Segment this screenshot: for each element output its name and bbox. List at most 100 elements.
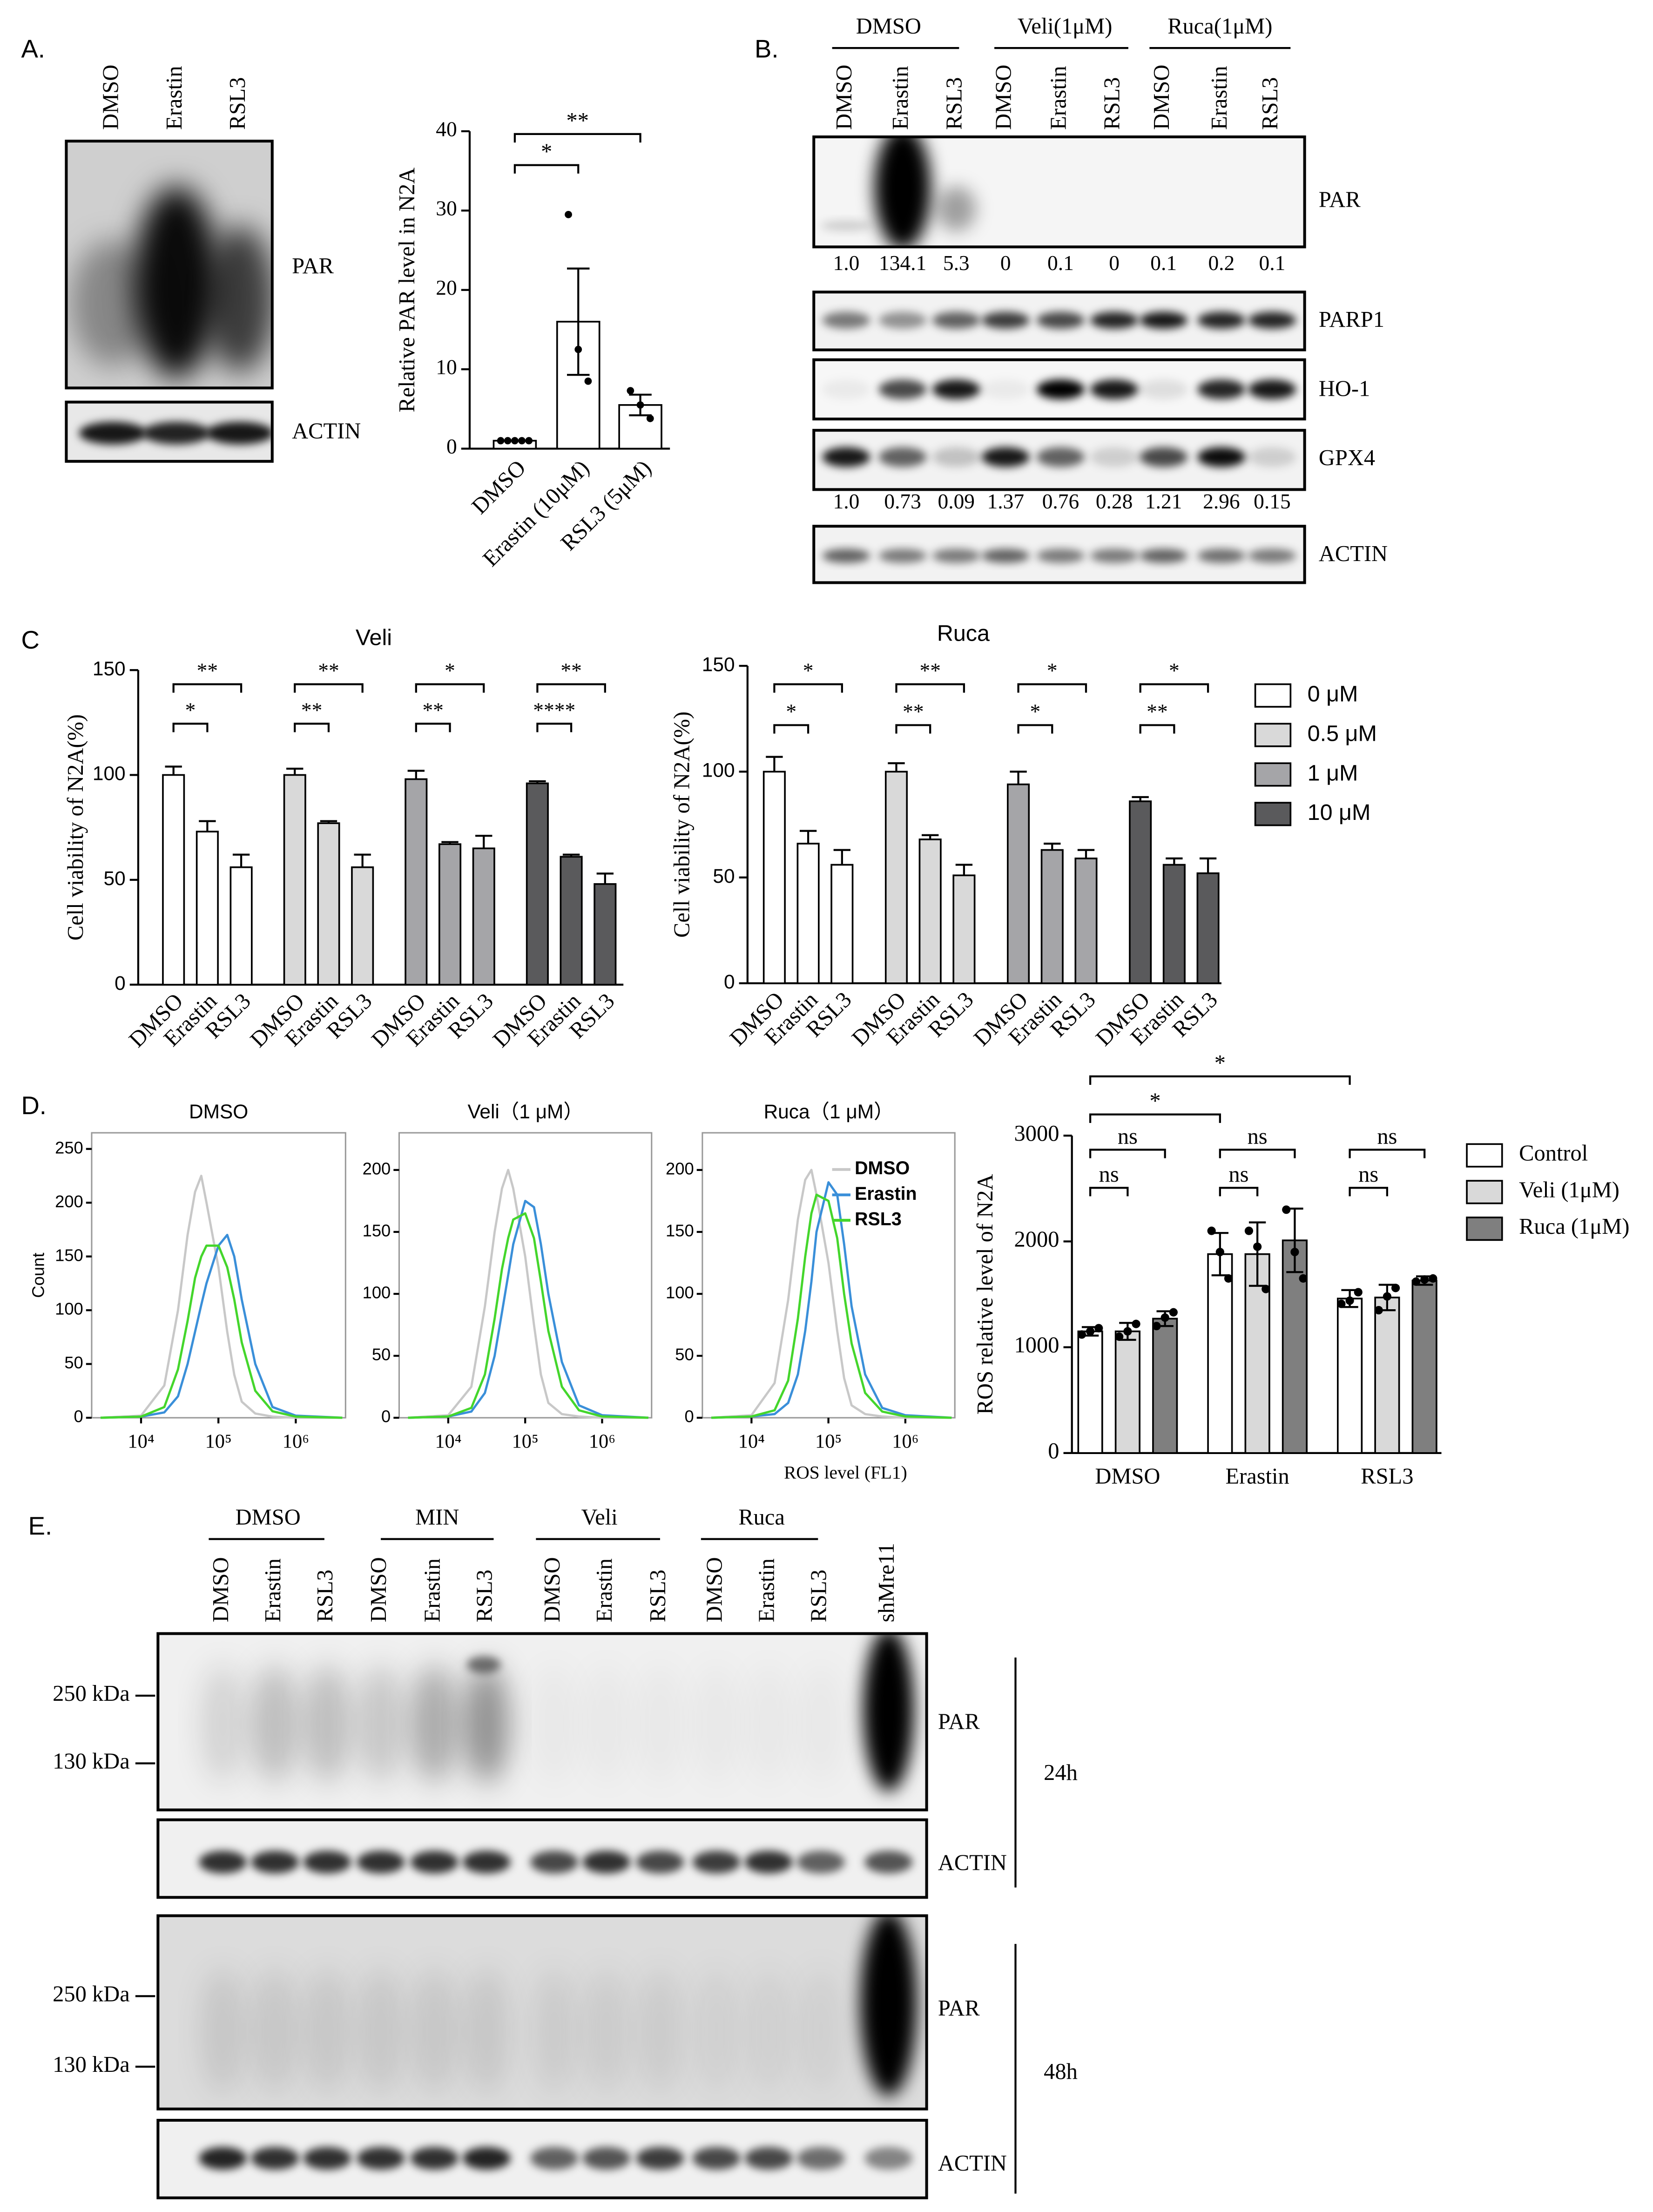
significance-label: *	[803, 659, 814, 683]
band	[1248, 379, 1296, 399]
data-point	[497, 437, 505, 445]
significance-label: ns	[1118, 1124, 1138, 1149]
legend-swatch	[1254, 683, 1292, 708]
band	[412, 1664, 457, 1783]
error-bar	[199, 820, 216, 832]
error-bar	[1132, 796, 1149, 802]
significance-label: *	[185, 699, 196, 722]
band	[932, 311, 980, 329]
y-tick-label: 150	[55, 1245, 83, 1265]
bar	[351, 866, 374, 986]
band	[304, 1664, 350, 1783]
marker-label: 130 kDa	[53, 2052, 130, 2077]
y-tick-label: 0	[74, 1407, 83, 1426]
bar	[229, 866, 253, 986]
quant-label: 1.37	[987, 490, 1025, 513]
significance-label: ns	[1377, 1124, 1397, 1149]
quant-label: 0.1	[1259, 251, 1286, 275]
quant-label: 1.21	[1145, 490, 1182, 513]
data-point	[1391, 1284, 1400, 1292]
significance-bracket	[1219, 1149, 1296, 1158]
data-point	[1207, 1226, 1216, 1235]
histogram-line	[408, 1169, 648, 1419]
band	[874, 136, 931, 247]
band-label: PAR	[292, 254, 334, 278]
lane-label: RSL3	[313, 1569, 337, 1622]
marker-label: 250 kDa	[53, 1681, 130, 1706]
band	[200, 1968, 246, 2095]
blot	[814, 136, 1305, 247]
band	[822, 311, 870, 329]
significance-bracket	[895, 724, 931, 734]
significance-bracket	[513, 133, 641, 143]
error-bar	[955, 864, 973, 876]
y-tick-label: 2000	[1014, 1227, 1059, 1251]
data-point	[1094, 1324, 1103, 1333]
bar	[1244, 1253, 1270, 1454]
x-tick-label: 10⁴	[128, 1430, 154, 1452]
group-label: DMSO	[236, 1505, 301, 1529]
quant-label: 0.09	[938, 490, 975, 513]
band	[796, 1851, 845, 1874]
legend-label: Control	[1519, 1141, 1588, 1166]
band	[412, 1968, 457, 2095]
bar	[1374, 1296, 1400, 1454]
quant-label: 0.73	[884, 490, 921, 513]
x-tick-label: RSL3	[1361, 1464, 1413, 1489]
bar	[952, 874, 976, 984]
lane-label: RSL3	[472, 1569, 497, 1622]
band	[694, 1968, 739, 2095]
marker-label: 250 kDa	[53, 1982, 130, 2006]
y-tick-label: 0	[446, 435, 457, 458]
error-bar	[529, 780, 546, 784]
quant-label: 0.1	[1047, 251, 1074, 275]
blot	[158, 1820, 927, 1898]
legend-label: RSL3	[855, 1209, 902, 1229]
band-label: ACTIN	[1319, 541, 1388, 566]
legend-label: Ruca (1μM)	[1519, 1214, 1629, 1239]
band	[206, 422, 272, 445]
bar	[594, 883, 617, 986]
y-tick-label: 0	[115, 972, 126, 994]
band	[410, 1851, 459, 1874]
significance-label: ns	[1228, 1162, 1248, 1187]
band	[252, 1968, 298, 2095]
band	[932, 447, 980, 467]
bar	[918, 839, 942, 984]
band	[822, 548, 870, 563]
lane-label: RSL3	[646, 1569, 670, 1622]
y-tick-label: 50	[64, 1353, 83, 1372]
data-point	[1411, 1277, 1421, 1286]
bar	[1152, 1318, 1178, 1454]
band	[357, 1851, 405, 1874]
band	[582, 2147, 631, 2170]
lane-label: RSL3	[942, 77, 966, 130]
y-tick-label: 50	[713, 865, 735, 887]
significance-label: ns	[1099, 1162, 1119, 1187]
significance-label: *	[1030, 700, 1041, 724]
significance-bracket	[1089, 1187, 1129, 1197]
band	[530, 2147, 579, 2170]
data-point	[1354, 1288, 1363, 1297]
quant-label: 134.1	[879, 251, 926, 275]
quant-label: 0.28	[1096, 490, 1133, 513]
plot-frame	[398, 1132, 653, 1419]
band	[251, 2147, 299, 2170]
y-tick-label: 50	[675, 1345, 694, 1364]
band	[532, 1968, 577, 2095]
data-point	[1169, 1308, 1178, 1317]
blot-frame	[156, 2118, 928, 2199]
significance-label: **	[197, 659, 218, 683]
band	[1248, 548, 1296, 563]
y-tick-label: 200	[666, 1159, 694, 1178]
band	[637, 1968, 683, 2095]
x-tick-label: 10⁴	[435, 1430, 461, 1452]
y-tick-label: 1000	[1014, 1333, 1059, 1358]
x-axis-label: ROS level (FL1)	[784, 1462, 907, 1482]
y-tick-label: 3000	[1014, 1121, 1059, 1146]
band	[204, 225, 272, 372]
bar	[472, 847, 495, 986]
band	[1036, 548, 1085, 563]
lane-label: DMSO	[702, 1557, 727, 1622]
